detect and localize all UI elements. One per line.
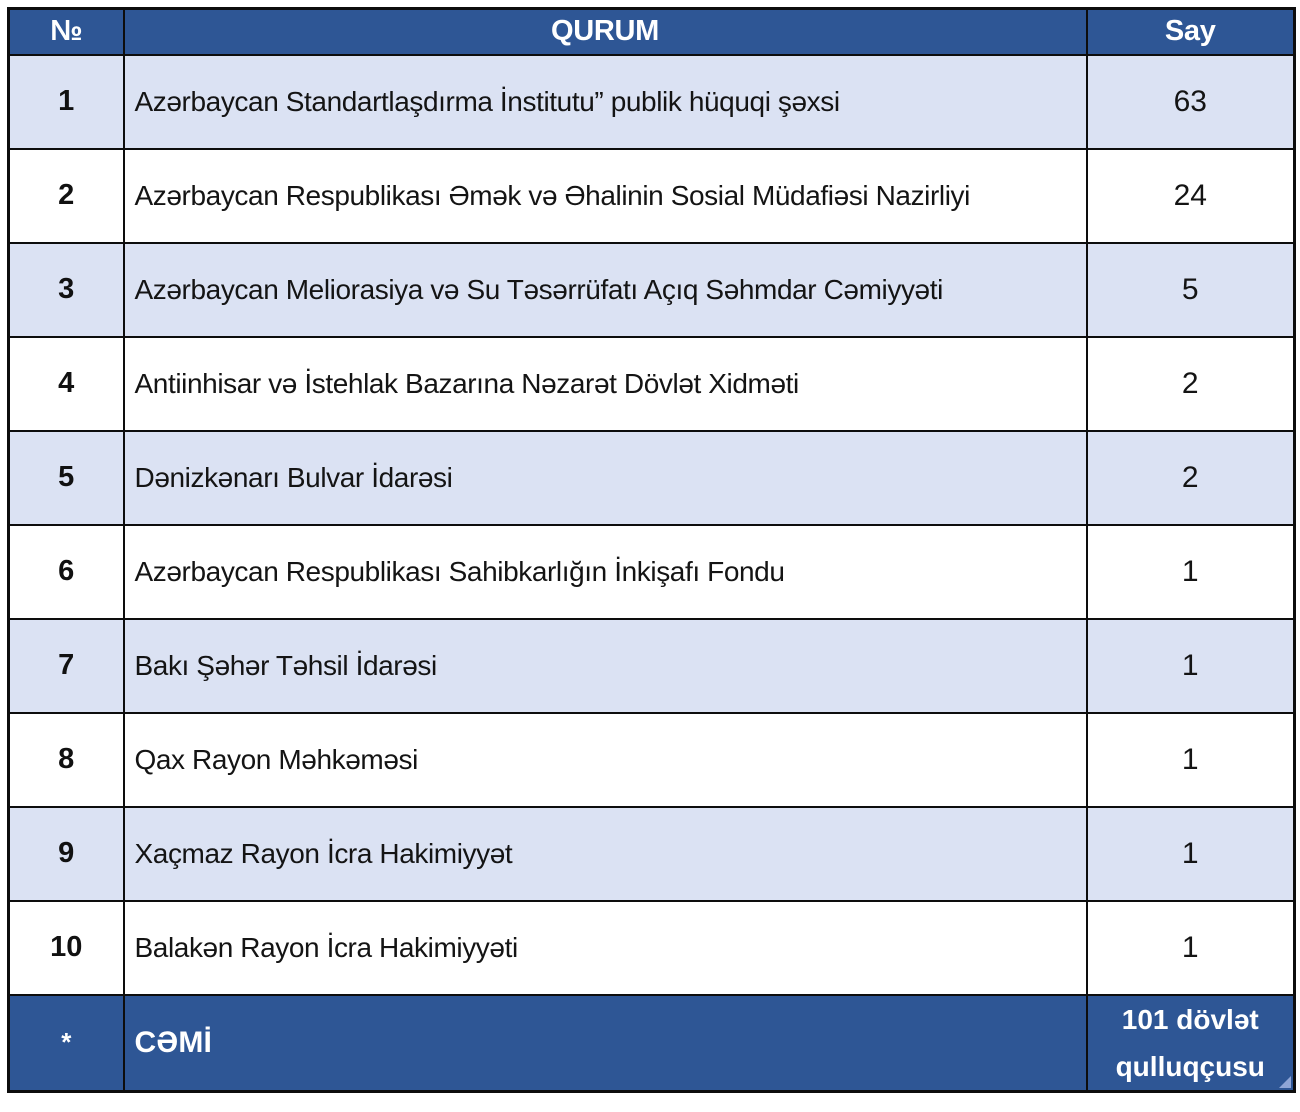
table-row: 5 Dənizkənarı Bulvar İdarəsi 2 <box>7 429 1296 526</box>
row-number-cell: 4 <box>7 335 125 432</box>
total-say-text: 101 dövlət qulluqçusu <box>1115 1003 1265 1082</box>
qurum-cell: Antiinhisar və İstehlak Bazarına Nəzarət… <box>122 335 1088 432</box>
say-cell: 1 <box>1085 617 1296 714</box>
table-row: 2 Azərbaycan Respublikası Əmək və Əhalin… <box>7 147 1296 244</box>
header-cell-say: Say <box>1085 7 1296 56</box>
qurum-cell: Azərbaycan Standartlaşdırma İnstitutu” p… <box>122 53 1088 150</box>
row-number-cell: 10 <box>7 899 125 996</box>
table-header-row: № QURUM Say <box>7 7 1296 56</box>
say-cell: 2 <box>1085 429 1296 526</box>
row-number-cell: 3 <box>7 241 125 338</box>
qurum-cell: Balakən Rayon İcra Hakimiyyəti <box>122 899 1088 996</box>
qurum-cell: Qax Rayon Məhkəməsi <box>122 711 1088 808</box>
header-cell-no: № <box>7 7 125 56</box>
say-cell: 1 <box>1085 805 1296 902</box>
say-cell: 5 <box>1085 241 1296 338</box>
total-label-cell: CƏMİ <box>122 993 1088 1093</box>
table-total-row: * CƏMİ 101 dövlət qulluqçusu <box>7 993 1296 1093</box>
table-row: 6 Azərbaycan Respublikası Sahibkarlığın … <box>7 523 1296 620</box>
table-row: 4 Antiinhisar və İstehlak Bazarına Nəzar… <box>7 335 1296 432</box>
qurum-cell: Bakı Şəhər Təhsil İdarəsi <box>122 617 1088 714</box>
row-number-cell: 5 <box>7 429 125 526</box>
header-cell-qurum: QURUM <box>122 7 1088 56</box>
row-number-cell: 2 <box>7 147 125 244</box>
table-row: 8 Qax Rayon Məhkəməsi 1 <box>7 711 1296 808</box>
say-cell: 63 <box>1085 53 1296 150</box>
table-row: 1 Azərbaycan Standartlaşdırma İnstitutu”… <box>7 53 1296 150</box>
row-number-cell: 8 <box>7 711 125 808</box>
qurum-cell: Dənizkənarı Bulvar İdarəsi <box>122 429 1088 526</box>
table-row: 9 Xaçmaz Rayon İcra Hakimiyyət 1 <box>7 805 1296 902</box>
say-cell: 24 <box>1085 147 1296 244</box>
table-row: 10 Balakən Rayon İcra Hakimiyyəti 1 <box>7 899 1296 996</box>
qurum-cell: Azərbaycan Respublikası Sahibkarlığın İn… <box>122 523 1088 620</box>
qurum-cell: Azərbaycan Respublikası Əmək və Əhalinin… <box>122 147 1088 244</box>
row-number-cell: 7 <box>7 617 125 714</box>
row-number-cell: 6 <box>7 523 125 620</box>
qurum-cell: Xaçmaz Rayon İcra Hakimiyyət <box>122 805 1088 902</box>
total-row-marker: * <box>7 993 125 1093</box>
total-say-cell: 101 dövlət qulluqçusu <box>1085 993 1296 1093</box>
institutions-table: № QURUM Say 1 Azərbaycan Standartlaşdırm… <box>7 7 1296 1093</box>
say-cell: 2 <box>1085 335 1296 432</box>
table-row: 7 Bakı Şəhər Təhsil İdarəsi 1 <box>7 617 1296 714</box>
qurum-cell: Azərbaycan Meliorasiya və Su Təsərrüfatı… <box>122 241 1088 338</box>
say-cell: 1 <box>1085 523 1296 620</box>
say-cell: 1 <box>1085 711 1296 808</box>
row-number-cell: 9 <box>7 805 125 902</box>
table-row: 3 Azərbaycan Meliorasiya və Su Təsərrüfa… <box>7 241 1296 338</box>
row-number-cell: 1 <box>7 53 125 150</box>
say-cell: 1 <box>1085 899 1296 996</box>
cell-corner-triangle <box>1279 1076 1291 1088</box>
